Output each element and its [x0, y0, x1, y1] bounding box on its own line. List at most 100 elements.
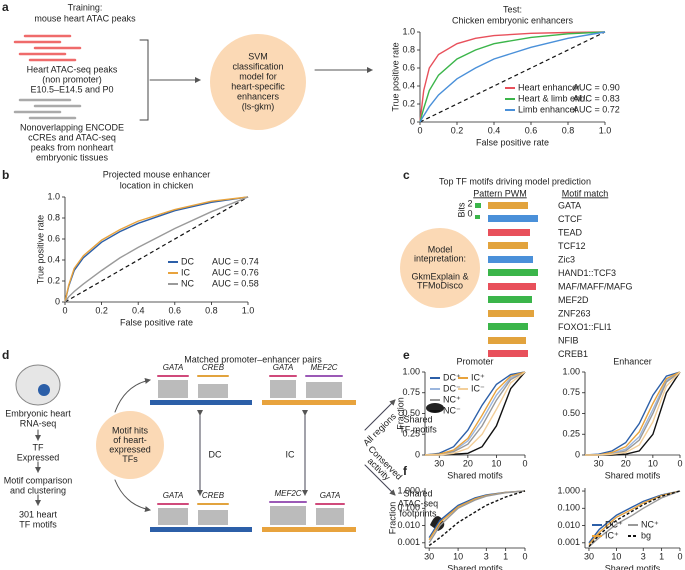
x-tick-label: 3	[641, 551, 646, 561]
label: Model	[428, 244, 453, 254]
panel-label: c	[403, 168, 410, 182]
series-line	[588, 490, 681, 545]
x-tick-label: 0	[522, 458, 527, 468]
legend-value: AUC = 0.83	[573, 93, 620, 103]
legend-label: NC⁺	[641, 519, 659, 529]
motif-name: NFIB	[558, 335, 579, 345]
y-tick-label: 1.00	[402, 366, 420, 376]
label: (ls-gkm)	[242, 101, 275, 111]
series-line	[584, 371, 681, 456]
x-tick-label: 0	[417, 125, 422, 135]
y-tick-label: 0.001	[397, 537, 420, 547]
series-line	[428, 490, 526, 544]
x-tick-label: 30	[584, 551, 594, 561]
y-tick-label: 0.100	[397, 503, 420, 513]
y-tick-label: 0	[410, 116, 415, 126]
series-line	[428, 490, 526, 547]
label: classification	[232, 61, 283, 71]
legend-label: NC	[181, 278, 194, 288]
series-line	[585, 371, 681, 456]
legend-label: DC	[181, 256, 194, 266]
y-tick-label: 1.0	[47, 191, 60, 201]
label: Shared	[403, 488, 432, 498]
y-tick-label: 1.0	[402, 26, 415, 36]
legend-label: bg	[641, 530, 651, 540]
label: peaks from nonheart	[31, 142, 114, 152]
label: Motif comparison	[4, 475, 73, 485]
x-tick-label: 10	[491, 458, 501, 468]
chart-title: Promoter	[456, 356, 493, 366]
label: Pattern PWM	[473, 188, 527, 198]
label: Shared	[403, 414, 432, 424]
label: GkmExplain &	[411, 271, 468, 281]
x-tick-label: 0.2	[451, 125, 464, 135]
y-tick-label: 0	[575, 449, 580, 459]
series-line	[588, 490, 681, 548]
label: E10.5–E14.5 and P0	[30, 84, 113, 94]
label: expressed	[109, 444, 151, 454]
legend-label: DC⁺	[605, 519, 623, 529]
x-label: False positive rate	[476, 137, 549, 147]
label: Chicken embryonic enhancers	[452, 15, 574, 25]
x-label: False positive rate	[120, 317, 193, 327]
series-line	[419, 31, 606, 123]
x-tick-label: 1	[503, 551, 508, 561]
panel-label: f	[403, 464, 408, 478]
label: 0	[467, 208, 472, 218]
y-label: True positive rate	[35, 215, 45, 284]
label: Embryonic heart	[5, 408, 71, 418]
legend-label: DC⁻	[443, 383, 461, 393]
y-tick-label: 0.50	[402, 408, 420, 418]
label: location in chicken	[120, 180, 194, 190]
label: TF motifs	[399, 424, 437, 434]
x-tick-label: 20	[621, 458, 631, 468]
label: footprints	[399, 508, 437, 518]
label: TFs	[122, 454, 138, 464]
x-tick-label: 0.4	[132, 305, 145, 315]
y-label: Fraction	[395, 397, 405, 430]
chart-title: Enhancer	[613, 356, 652, 366]
title: Matched promoter–enhancer pairs	[184, 354, 322, 364]
legend-label: Heart enhancer	[518, 82, 580, 92]
legend-value: AUC = 0.58	[212, 278, 259, 288]
y-tick-label: 0.001	[557, 537, 580, 547]
panel-label: e	[403, 348, 410, 362]
label: of heart-	[113, 435, 147, 445]
legend-label: Limb enhancer	[518, 104, 578, 114]
y-tick-label: 0	[55, 296, 60, 306]
label: DC	[209, 449, 222, 459]
label: GATA	[320, 491, 341, 500]
series-line	[424, 371, 526, 456]
label: Training:	[68, 2, 103, 12]
label: MEF2C	[274, 489, 301, 498]
label: Test:	[503, 4, 522, 14]
label: RNA-seq	[20, 418, 57, 428]
label: Expressed	[17, 452, 60, 462]
legend-label: IC⁻	[471, 383, 485, 393]
label: GATA	[163, 363, 184, 372]
label: SVM	[248, 51, 268, 61]
motif-name: MEF2D	[558, 295, 589, 305]
label: enhancers	[237, 91, 280, 101]
series-line	[64, 196, 249, 303]
label: 301 heart	[19, 509, 58, 519]
x-tick-label: 0.4	[488, 125, 501, 135]
panel-label: a	[2, 0, 9, 14]
y-tick-label: 0.010	[397, 520, 420, 530]
y-tick-label: 0.75	[562, 387, 580, 397]
series-line	[424, 371, 526, 456]
series-line	[428, 490, 526, 541]
label: intepretation:	[414, 253, 466, 263]
legend-value: AUC = 0.72	[573, 104, 620, 114]
y-tick-label: 0.6	[47, 233, 60, 243]
label: cCREs and ATAC-seq	[28, 132, 116, 142]
legend-label: NC⁺	[443, 394, 461, 404]
motif-name: CTCF	[558, 214, 582, 224]
title: Top TF motifs driving model prediction	[439, 176, 591, 186]
x-tick-label: 1.0	[599, 125, 612, 135]
x-label: Shared motifs	[605, 563, 661, 570]
motif-name: GATA	[558, 200, 581, 210]
y-tick-label: 0.6	[402, 62, 415, 72]
label: TF motifs	[19, 519, 57, 529]
